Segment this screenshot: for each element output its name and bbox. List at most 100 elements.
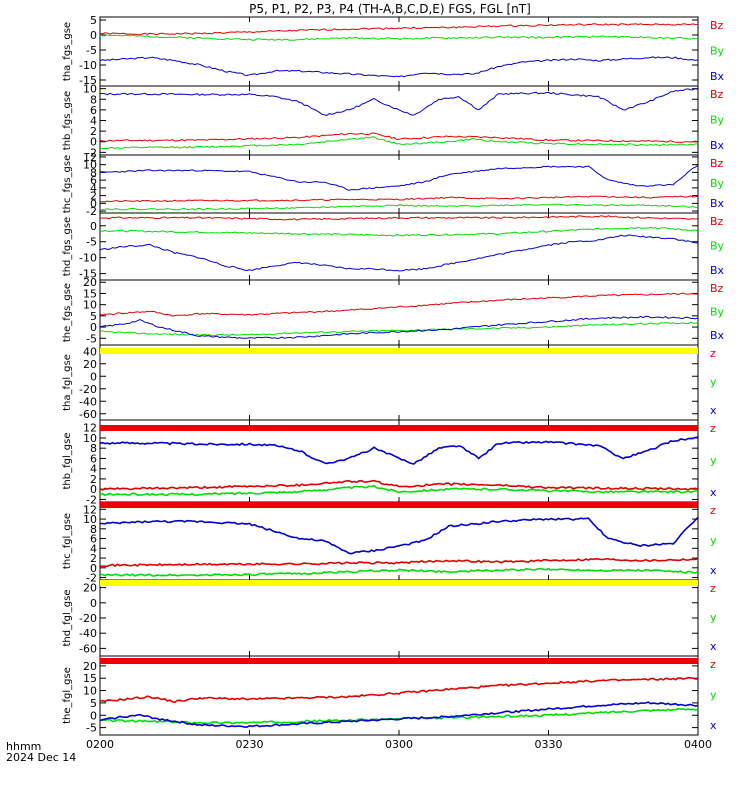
- y-tick-label: 8: [90, 442, 97, 455]
- panel-ylabel: tha_fgl_gse: [62, 354, 73, 411]
- series-line-By: [99, 34, 699, 41]
- panel-ylabel: tha_fgs_gse: [62, 22, 73, 81]
- series-line-Bz: [100, 195, 699, 203]
- legend-entry: Bz: [710, 282, 724, 295]
- panel-frame: [99, 154, 699, 214]
- legend-entry: z: [710, 347, 716, 360]
- panel-frame: [99, 212, 699, 281]
- y-tick-label: 0: [90, 220, 97, 233]
- x-tick-label: 0300: [385, 738, 413, 751]
- y-tick-label: 12: [83, 503, 97, 516]
- series-line-z: [100, 557, 699, 568]
- y-tick-label: 6: [90, 174, 97, 187]
- y-tick-label: 2: [90, 473, 97, 486]
- series-line-Bx: [100, 164, 699, 191]
- legend-entry: Bz: [710, 19, 724, 32]
- y-tick-label: -2: [86, 205, 97, 218]
- y-tick-label: 10: [83, 432, 97, 445]
- legend-entry: By: [710, 240, 725, 253]
- panel-ylabel: thd_fgl_gse: [62, 590, 73, 647]
- legend-entry: Bz: [710, 88, 724, 101]
- y-tick-label: -40: [79, 627, 97, 640]
- y-tick-label: 10: [83, 513, 97, 526]
- panel-ylabel: thb_fgs_gse: [62, 91, 73, 150]
- y-tick-label: -5: [86, 236, 97, 249]
- legend-entry: Bz: [710, 157, 724, 170]
- panel-ylabel: the_fgl_gse: [62, 667, 73, 724]
- x-tick-label: 0400: [684, 738, 712, 751]
- series-line-By: [99, 203, 699, 211]
- y-tick-label: 2: [90, 552, 97, 565]
- panel-frame: [99, 279, 699, 346]
- y-tick-label: -2: [86, 493, 97, 506]
- y-tick-label: -5: [86, 722, 97, 735]
- y-tick-label: -40: [79, 395, 97, 408]
- quality-flag-bar: [100, 502, 698, 508]
- legend-entry: z: [710, 422, 716, 435]
- series-line-Bx: [99, 315, 699, 339]
- y-tick-label: -15: [79, 268, 97, 281]
- series-line-y: [99, 707, 699, 725]
- y-tick-label: 12: [83, 422, 97, 435]
- y-tick-label: 4: [90, 182, 97, 195]
- y-tick-label: -2: [86, 572, 97, 585]
- date-label: 2024 Dec 14: [6, 751, 76, 764]
- panel-ylabel: thc_fgl_gse: [62, 513, 73, 569]
- y-tick-label: 15: [83, 672, 97, 685]
- y-tick-label: 0: [90, 197, 97, 210]
- legend-entry: Bx: [710, 139, 725, 152]
- series-line-y: [99, 484, 699, 497]
- y-tick-label: 10: [83, 299, 97, 312]
- chart-title: P5, P1, P2, P3, P4 (TH-A,B,C,D,E) FGS, F…: [249, 2, 531, 16]
- series-line-x: [99, 436, 699, 465]
- legend-entry: z: [710, 658, 716, 671]
- y-tick-label: 0: [90, 483, 97, 496]
- legend-entry: x: [710, 404, 717, 417]
- y-tick-label: 4: [90, 542, 97, 555]
- series-line-By: [99, 226, 699, 237]
- series-line-x: [99, 516, 699, 555]
- legend-entry: Bx: [710, 197, 725, 210]
- y-tick-label: 10: [83, 159, 97, 172]
- series-line-Bz: [99, 132, 699, 143]
- legend-entry: y: [710, 611, 717, 624]
- y-tick-label: -5: [86, 44, 97, 57]
- y-tick-label: -60: [79, 408, 97, 421]
- y-tick-label: 0: [90, 136, 97, 149]
- panel-ylabel: thd_fgs_gse: [62, 217, 73, 276]
- quality-flag-bar: [100, 580, 698, 586]
- legend-entry: Bx: [710, 264, 725, 277]
- legend-entry: y: [710, 534, 717, 547]
- y-tick-label: 15: [83, 287, 97, 300]
- y-tick-label: 2: [90, 190, 97, 203]
- legend-entry: x: [710, 719, 717, 732]
- quality-flag-bar: [100, 658, 698, 664]
- legend-entry: By: [710, 45, 725, 58]
- panel-ylabel: thb_fgl_gse: [62, 433, 73, 490]
- y-tick-label: 6: [90, 104, 97, 117]
- series-line-By: [99, 321, 699, 337]
- panel-frame: [99, 579, 699, 657]
- panel-frame: [99, 16, 699, 87]
- series-line-By: [99, 136, 698, 150]
- y-tick-label: 4: [90, 115, 97, 128]
- x-axis-label: hhmm: [6, 740, 41, 753]
- y-tick-label: -15: [79, 74, 97, 87]
- series-line-Bz: [99, 292, 699, 317]
- legend-entry: x: [710, 486, 717, 499]
- panel-frame: [99, 419, 699, 503]
- y-tick-label: 20: [83, 276, 97, 289]
- legend-entry: By: [710, 177, 725, 190]
- y-tick-label: 6: [90, 452, 97, 465]
- y-tick-label: 0: [90, 562, 97, 575]
- y-tick-label: 2: [90, 125, 97, 138]
- y-tick-label: 12: [83, 151, 97, 164]
- y-tick-label: 5: [90, 697, 97, 710]
- y-tick-label: -60: [79, 642, 97, 655]
- legend-entry: y: [710, 454, 717, 467]
- panel-frame: [99, 501, 699, 581]
- legend-entry: By: [710, 114, 725, 127]
- x-tick-label: 0330: [535, 738, 563, 751]
